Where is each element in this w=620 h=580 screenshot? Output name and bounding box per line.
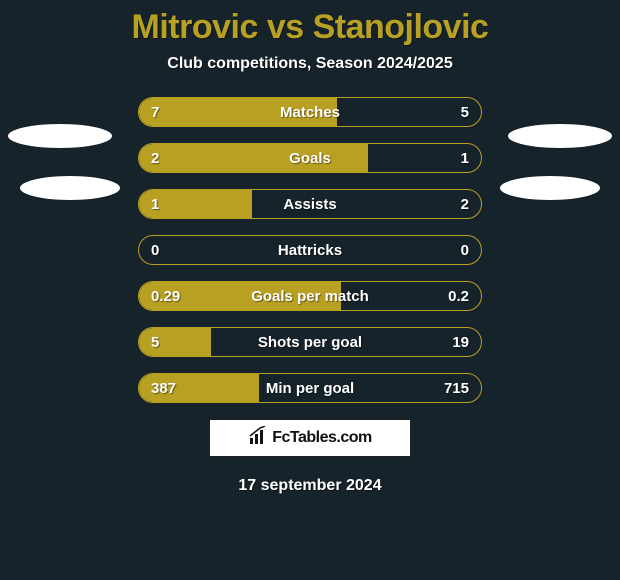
stat-row: 5 Shots per goal 19 bbox=[138, 327, 482, 357]
stat-row: 387 Min per goal 715 bbox=[138, 373, 482, 403]
stat-value-right: 1 bbox=[461, 144, 469, 172]
date-line: 17 september 2024 bbox=[0, 477, 620, 495]
stat-label: Assists bbox=[139, 190, 481, 218]
player-right-ellipse-1 bbox=[508, 124, 612, 148]
stat-label: Min per goal bbox=[139, 374, 481, 402]
stat-value-right: 0.2 bbox=[448, 282, 469, 310]
stat-value-right: 5 bbox=[461, 98, 469, 126]
player-right-ellipse-2 bbox=[500, 176, 600, 200]
stat-label: Goals bbox=[139, 144, 481, 172]
stat-row: 7 Matches 5 bbox=[138, 97, 482, 127]
stat-row: 1 Assists 2 bbox=[138, 189, 482, 219]
stat-row: 0 Hattricks 0 bbox=[138, 235, 482, 265]
stat-label: Goals per match bbox=[139, 282, 481, 310]
stat-label: Shots per goal bbox=[139, 328, 481, 356]
player-left-ellipse-2 bbox=[20, 176, 120, 200]
stat-label: Matches bbox=[139, 98, 481, 126]
stat-value-right: 0 bbox=[461, 236, 469, 264]
stat-value-right: 19 bbox=[452, 328, 469, 356]
stat-row: 2 Goals 1 bbox=[138, 143, 482, 173]
comparison-subtitle: Club competitions, Season 2024/2025 bbox=[0, 55, 620, 73]
stat-row: 0.29 Goals per match 0.2 bbox=[138, 281, 482, 311]
player-left-ellipse-1 bbox=[8, 124, 112, 148]
source-badge-text: FcTables.com bbox=[272, 429, 372, 447]
source-badge: FcTables.com bbox=[209, 419, 411, 457]
stat-label: Hattricks bbox=[139, 236, 481, 264]
stat-value-right: 715 bbox=[444, 374, 469, 402]
stat-value-right: 2 bbox=[461, 190, 469, 218]
comparison-title: Mitrovic vs Stanojlovic bbox=[0, 8, 620, 47]
stats-rows: 7 Matches 5 2 Goals 1 1 Assists 2 0 Hatt… bbox=[138, 97, 482, 403]
chart-icon bbox=[248, 426, 268, 451]
